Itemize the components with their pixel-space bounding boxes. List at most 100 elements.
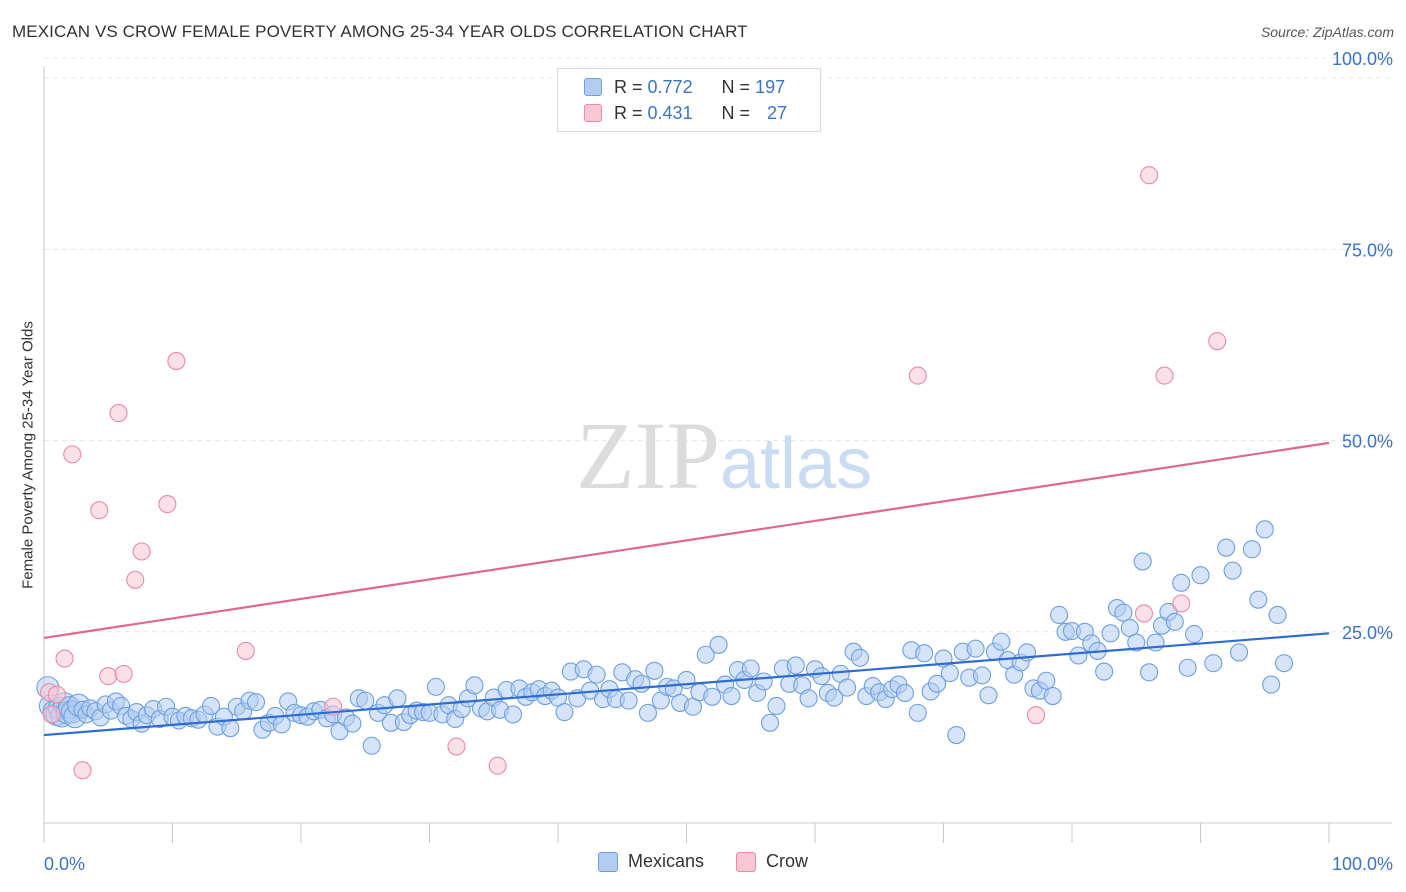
point-crow — [167, 352, 186, 371]
point-crow — [447, 737, 466, 756]
point-mexicans — [465, 676, 484, 695]
point-crow — [109, 404, 128, 423]
point-mexicans — [356, 691, 375, 710]
point-mexicans — [703, 687, 722, 706]
y-tick-label: 25.0% — [1342, 623, 1393, 643]
point-mexicans — [619, 691, 638, 710]
point-mexicans — [947, 725, 966, 745]
chart-title: MEXICAN VS CROW FEMALE POVERTY AMONG 25-… — [12, 22, 748, 41]
point-mexicans — [1242, 540, 1261, 559]
trendline-crow — [43, 441, 1330, 640]
point-crow — [1140, 166, 1159, 185]
point-mexicans — [722, 686, 741, 706]
n-label: N = — [721, 76, 751, 97]
point-mexicans — [1127, 633, 1146, 652]
point-mexicans — [555, 703, 574, 722]
point-mexicans — [587, 665, 606, 684]
point-mexicans — [754, 672, 773, 691]
point-mexicans — [677, 670, 696, 690]
point-mexicans — [1249, 590, 1268, 609]
point-crow — [55, 649, 74, 668]
point-mexicans — [1095, 662, 1114, 681]
watermark-atlas: atlas — [720, 424, 872, 504]
point-mexicans — [362, 736, 381, 755]
point-crow — [114, 664, 133, 683]
correlation-legend: R = 0.772 N = 197 R = 0.431 N = 27 — [557, 68, 821, 132]
legend-item-crow: Crow — [736, 851, 808, 872]
point-mexicans — [709, 635, 728, 654]
r-label: R = — [614, 76, 643, 97]
point-mexicans — [915, 644, 934, 663]
point-mexicans — [1185, 625, 1204, 644]
point-mexicans — [1069, 646, 1088, 665]
y-tick-label: 75.0% — [1342, 240, 1393, 260]
point-mexicans — [1133, 552, 1152, 571]
point-mexicans — [799, 689, 818, 708]
n-value: 27 — [767, 102, 788, 123]
r-value: 0.772 — [647, 76, 693, 97]
point-mexicans — [388, 689, 407, 708]
point-mexicans — [992, 632, 1011, 651]
trendlines — [43, 441, 1330, 737]
r-value: 0.431 — [647, 102, 693, 123]
series-legend: Mexicans Crow — [0, 851, 1406, 872]
point-mexicans — [1230, 643, 1249, 662]
point-crow — [1208, 332, 1227, 351]
point-mexicans — [696, 645, 715, 664]
point-crow — [908, 366, 927, 385]
r-label: R = — [614, 102, 643, 123]
legend-swatch-mexicans — [597, 851, 618, 872]
legend-swatch-mexicans — [584, 78, 602, 96]
point-mexicans — [1191, 566, 1210, 585]
point-crow — [236, 641, 255, 660]
source-credit: Source: ZipAtlas.com — [1260, 24, 1394, 40]
point-crow — [1155, 366, 1174, 385]
point-mexicans — [1043, 686, 1062, 706]
legend-row-crow: R = 0.431 N = 27 — [584, 101, 787, 125]
point-mexicans — [638, 703, 658, 722]
point-crow — [1134, 604, 1154, 623]
point-mexicans — [825, 688, 844, 707]
point-crow — [47, 685, 66, 704]
legend-item-mexicans: Mexicans — [597, 851, 704, 872]
point-mexicans — [972, 666, 992, 685]
point-crow — [1172, 594, 1191, 613]
legend-swatch-crow — [736, 851, 756, 872]
point-mexicans — [1217, 538, 1236, 557]
point-mexicans — [1255, 520, 1274, 539]
point-mexicans — [1262, 675, 1281, 694]
point-mexicans — [1274, 654, 1294, 673]
point-mexicans — [645, 661, 664, 680]
point-crow — [126, 570, 145, 589]
legend-row-mexicans: R = 0.772 N = 197 — [584, 75, 785, 99]
point-mexicans — [850, 648, 870, 667]
x-tick-label: 0.0% — [44, 854, 85, 874]
point-mexicans — [1165, 612, 1184, 631]
point-mexicans — [343, 714, 362, 733]
point-mexicans — [246, 693, 266, 712]
point-mexicans — [1268, 605, 1287, 625]
point-crow — [73, 761, 92, 780]
point-mexicans — [1037, 671, 1056, 690]
point-mexicans — [1114, 603, 1133, 622]
point-mexicans — [979, 686, 998, 705]
point-mexicans — [1101, 624, 1120, 643]
series-crow — [40, 166, 1227, 780]
point-mexicans — [1050, 605, 1069, 625]
tick-labels: 25.0% 50.0% 75.0% 100.0% 0.0% 100.0% — [44, 49, 1393, 874]
point-mexicans — [940, 664, 959, 683]
watermark-zip: ZIP — [576, 402, 720, 509]
point-mexicans — [1178, 658, 1197, 677]
series-mexicans — [36, 520, 1294, 755]
point-mexicans — [632, 674, 651, 693]
point-mexicans — [838, 678, 857, 697]
point-crow — [90, 501, 109, 520]
point-mexicans — [895, 683, 915, 703]
point-mexicans — [1204, 654, 1223, 673]
point-mexicans — [202, 696, 221, 716]
point-mexicans — [786, 656, 805, 675]
gridlines — [44, 57, 1392, 633]
x-tick-label: 100.0% — [1332, 854, 1393, 874]
legend-label-crow: Crow — [766, 851, 809, 871]
